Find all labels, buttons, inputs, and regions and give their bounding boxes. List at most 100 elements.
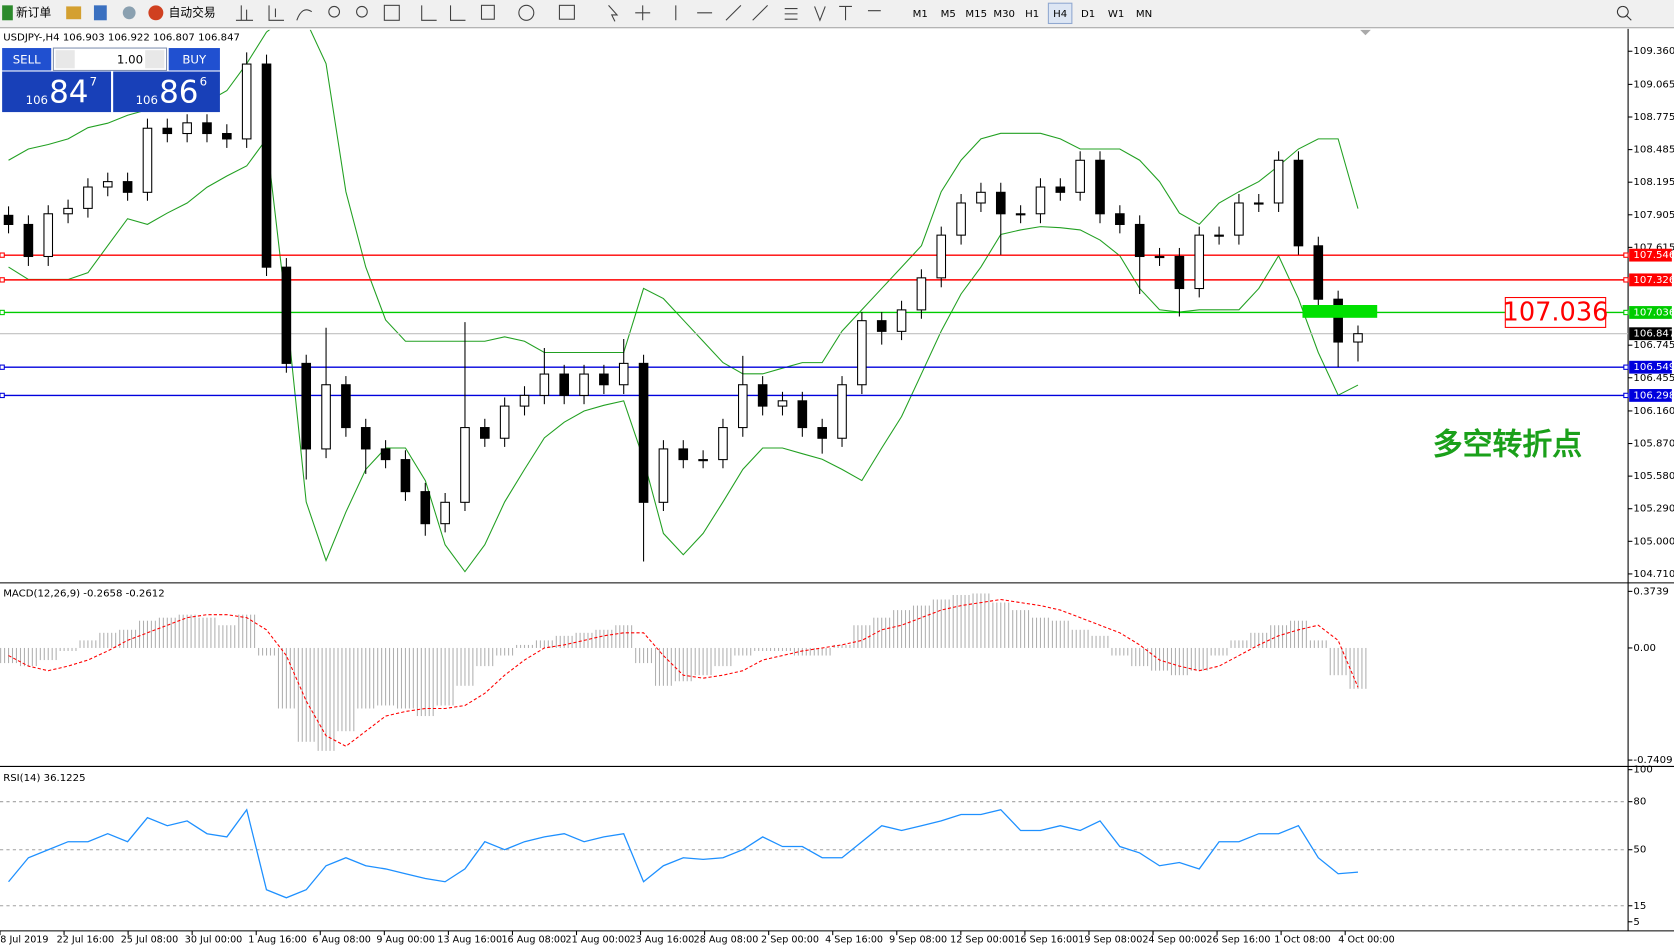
sell-label[interactable]: SELL (13, 52, 41, 66)
tile[interactable] (383, 4, 400, 21)
templates[interactable] (558, 4, 575, 20)
buy-button[interactable] (168, 48, 220, 71)
tool-icon[interactable] (235, 5, 254, 21)
candle-body (698, 459, 708, 462)
candle-body (936, 234, 947, 279)
sell-price-box[interactable] (2, 71, 112, 113)
price-panel: 109.360 109.065 108.775 108.485 108.195 107.9… (0, 29, 1674, 580)
candle-body (1134, 223, 1145, 258)
candle-body (777, 400, 788, 407)
buy-price-main: 86 (159, 74, 198, 110)
zoom-in[interactable] (328, 5, 341, 18)
y-tick-label: 108.195 (1633, 177, 1674, 188)
y-tick-label: 5 (1633, 917, 1639, 928)
time-label: 12 Sep 00:00 (950, 934, 1014, 945)
price-label-box (1504, 296, 1607, 328)
candle-body (440, 501, 450, 525)
candle-body (1095, 159, 1105, 215)
candle-body (1313, 245, 1324, 300)
line-handle (0, 392, 5, 399)
new-order-icon[interactable] (2, 5, 13, 21)
zoom-out[interactable] (356, 5, 368, 18)
line-handle (0, 252, 5, 258)
chart-title: USDJPY-,H4 106.903 106.922 106.807 106.8… (3, 32, 240, 43)
timeframe-button[interactable]: M5 (941, 9, 956, 20)
sell-button[interactable] (2, 48, 52, 71)
axis-price-label: 107.036 (1633, 307, 1674, 318)
time-axis: 18 Jul 2019 22 Jul 16:00 25 Jul 08:00 30 Ju… (0, 930, 1395, 945)
timeframe-button[interactable]: D1 (1081, 9, 1095, 20)
volume-down[interactable] (55, 50, 75, 69)
time-label: 23 Aug 16:00 (630, 934, 695, 945)
timeframe-button[interactable]: H4 (1053, 9, 1067, 20)
y-tick-label: 108.775 (1633, 112, 1674, 123)
toolbar-icon[interactable] (122, 6, 136, 20)
y-tick-label: 104.710 (1633, 569, 1674, 580)
y-tick-label: 0.3739 (1633, 586, 1668, 597)
candle-body (261, 63, 272, 268)
axis-price-label: 106.298 (1633, 390, 1674, 401)
candle-body (896, 309, 907, 332)
time-label: 2 Sep 00:00 (761, 934, 819, 945)
candle-body (1015, 213, 1026, 216)
candle-body (1353, 333, 1363, 343)
toolbar (0, 0, 1674, 28)
indicators[interactable] (480, 4, 495, 20)
timeframe-button[interactable]: MN (1136, 9, 1152, 20)
candle-body (1253, 202, 1264, 205)
search-icon[interactable] (1617, 5, 1632, 21)
last-price-label: 106.847 (1633, 329, 1674, 340)
auto-trading-button[interactable]: 自动交易 (169, 5, 216, 19)
timeframes: M1 M5 M15 M30 H1 H4 D1 W1 MN (913, 2, 1152, 25)
toolbar-icon[interactable] (93, 5, 107, 21)
candle-body (1194, 234, 1205, 290)
periods[interactable] (518, 4, 535, 21)
line-handle (0, 364, 5, 370)
candle-body (1154, 255, 1165, 259)
active-timeframe[interactable] (1047, 2, 1073, 25)
tool-icon[interactable] (421, 5, 466, 21)
timeframe-button[interactable]: H1 (1025, 9, 1039, 20)
toolbar-icon[interactable] (66, 6, 82, 20)
buy-label[interactable]: BUY (182, 52, 207, 66)
timeframe-button[interactable]: M1 (913, 9, 928, 20)
time-label: 9 Sep 08:00 (889, 934, 947, 945)
time-label: 13 Aug 16:00 (437, 934, 502, 945)
rsi-line (8, 808, 1359, 899)
tool-icon[interactable] (296, 9, 313, 21)
macd-panel: 0.3739 0.00 -0.7409 (0, 586, 1673, 766)
volume-up[interactable] (145, 50, 165, 69)
y-tick-label: 107.615 (1633, 242, 1674, 253)
tool-icon[interactable] (608, 4, 881, 22)
time-label: 4 Oct 00:00 (1338, 934, 1394, 945)
candle-body (122, 181, 133, 193)
candle-body (539, 373, 550, 396)
candle-body (499, 405, 510, 439)
time-label: 9 Aug 00:00 (376, 934, 435, 945)
auto-trading-icon[interactable] (148, 5, 164, 21)
y-tick-label: 50 (1633, 845, 1646, 856)
timeframe-button[interactable]: W1 (1108, 9, 1124, 20)
y-tick-label: 109.065 (1633, 79, 1674, 90)
candle-body (1035, 186, 1046, 215)
last-price-box (1629, 327, 1672, 341)
candle-body (519, 394, 530, 407)
tool-icon[interactable] (268, 5, 284, 21)
timeframe-button[interactable]: M30 (993, 9, 1015, 20)
time-label: 6 Aug 08:00 (312, 934, 371, 945)
timeframe-button[interactable]: M15 (965, 9, 987, 20)
new-order-button[interactable]: 新订单 (16, 5, 51, 19)
y-tick-label: 108.485 (1633, 145, 1674, 156)
volume-value[interactable]: 1.00 (117, 52, 143, 66)
candle-body (797, 400, 808, 429)
time-label: 18 Jul 2019 (0, 934, 49, 945)
shift-marker (1360, 29, 1371, 36)
drawing-tools[interactable] (235, 4, 881, 22)
candle-body (976, 191, 986, 204)
axis-price-box (1629, 248, 1672, 262)
volume-field[interactable] (52, 47, 168, 71)
buy-price-box[interactable] (113, 71, 220, 113)
candle-body (480, 427, 490, 439)
candle-body (83, 186, 93, 209)
